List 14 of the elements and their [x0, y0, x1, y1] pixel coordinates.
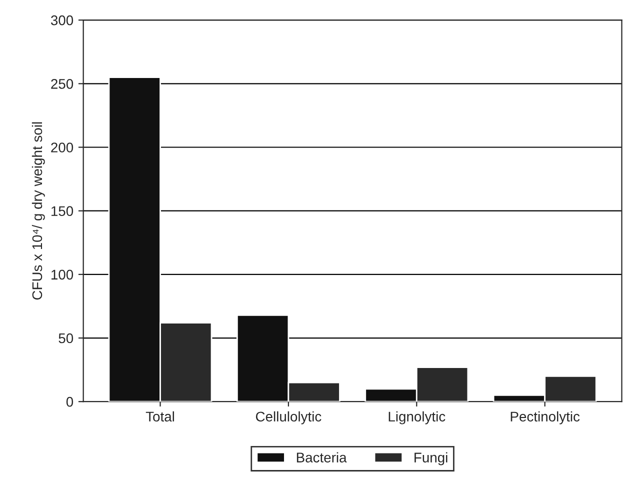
x-tick-label: Pectinolytic: [510, 411, 580, 424]
x-tick-label: Cellulolytic: [256, 411, 322, 424]
y-tick-label: 300: [50, 15, 74, 26]
y-axis-title: CFUs x 10⁴/ g dry weight soil: [32, 122, 45, 300]
legend-label: Fungi: [414, 452, 448, 466]
x-tick-label: Total: [146, 411, 174, 422]
y-tick-label: 200: [51, 142, 74, 152]
legend-label: Bacteria: [296, 452, 347, 462]
y-tick-label: 250: [51, 79, 74, 89]
x-tick-label: Lignolytic: [388, 411, 446, 424]
y-tick-label: 100: [51, 270, 74, 280]
y-tick-label: 0: [66, 396, 74, 407]
y-tick-label: 150: [51, 206, 74, 216]
y-tick-label: 50: [58, 333, 74, 344]
